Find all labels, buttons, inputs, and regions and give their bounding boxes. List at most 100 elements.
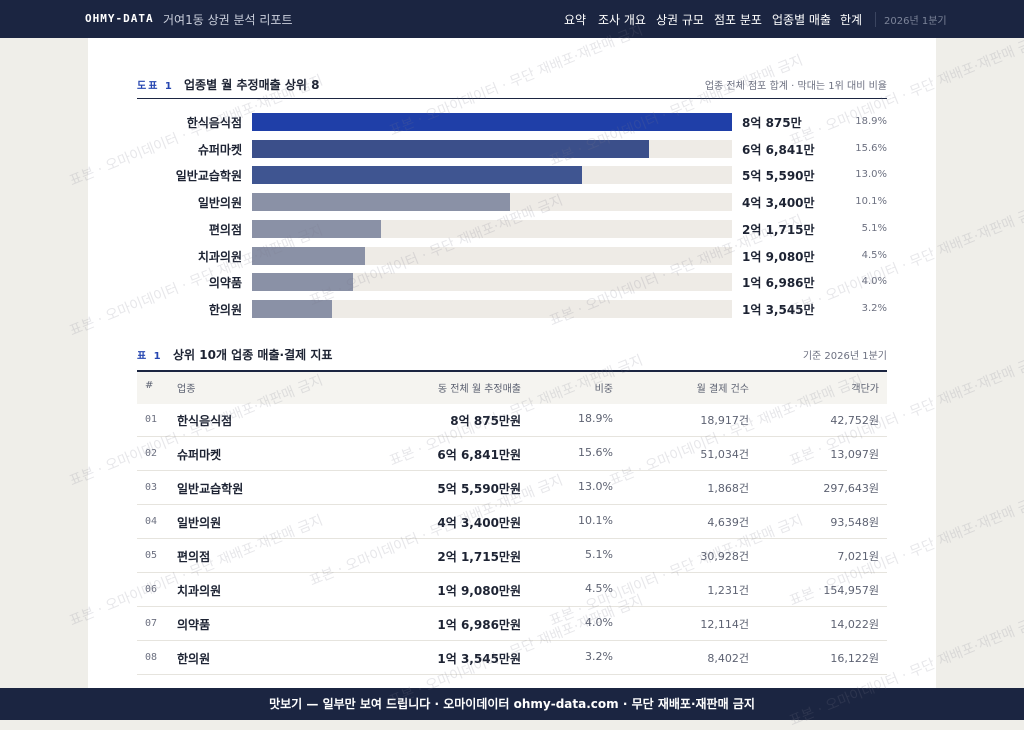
table-tag: 표 1 [137, 351, 163, 362]
table-cell: 03 [145, 482, 158, 493]
row-divider [137, 572, 887, 573]
table-cell: 일반교습학원 [177, 482, 244, 496]
table-cell: 1,231건 [707, 584, 749, 597]
bar-label: 치과의원 [197, 249, 242, 264]
table-header: 비중 [594, 384, 613, 395]
table-cell: 154,957원 [823, 584, 879, 597]
bar-track [252, 246, 732, 265]
table-cell: 30,928건 [700, 550, 749, 563]
figure-title: 업종별 월 추정매출 상위 8 [184, 78, 320, 92]
bar [252, 273, 353, 292]
table-cell: 5억 5,590만원 [437, 482, 521, 496]
table-cell: 2억 1,715만원 [437, 550, 521, 564]
table-cell: 02 [145, 448, 158, 459]
bar-value: 1억 9,080만 [742, 249, 815, 264]
table-head-bg [137, 370, 887, 404]
table-cell: 42,752원 [830, 414, 879, 427]
row-divider [137, 674, 887, 675]
bar-value: 6억 6,841만 [742, 142, 815, 157]
nav-link[interactable]: 조사 개요 [598, 13, 646, 27]
table-cell: 51,034건 [700, 448, 749, 461]
bar-value: 4억 3,400만 [742, 196, 815, 211]
table-cell: 297,643원 [823, 482, 879, 495]
table-header: 업종 [177, 384, 196, 395]
table-cell: 18.9% [578, 412, 613, 425]
bar [252, 166, 582, 185]
table-cell: 04 [145, 516, 158, 527]
bar [252, 113, 732, 131]
table-cell: 1억 3,545만원 [437, 652, 521, 666]
bar-label: 일반의원 [197, 196, 242, 211]
bar-share: 4.0% [861, 276, 887, 288]
table-cell: 7,021원 [837, 550, 879, 563]
bar [252, 219, 381, 238]
table-header: 동 전체 월 추정매출 [437, 384, 521, 395]
top-nav: OHMY-DATA 거여1동 상권 분석 리포트 요약 조사 개요 상권 규모 점포 분포… [0, 0, 1024, 38]
row-divider [137, 640, 887, 641]
row-divider [137, 470, 887, 471]
bar-label: 의약품 [208, 276, 242, 291]
table-cell: 한식음식점 [177, 414, 233, 428]
row-divider [137, 538, 887, 539]
bar-value: 2억 1,715만 [742, 222, 815, 237]
table-cell: 12,114건 [700, 618, 749, 631]
table-cell: 13,097원 [830, 448, 879, 461]
nav-link[interactable]: 상권 규모 [656, 13, 704, 27]
table-cell: 4.5% [585, 582, 613, 595]
table-cell: 4.0% [585, 616, 613, 629]
table-cell: 8,402건 [707, 652, 749, 665]
table-cell: 슈퍼마켓 [177, 448, 222, 462]
bar-share: 5.1% [861, 222, 887, 234]
table-cell: 08 [145, 652, 158, 663]
table-cell: 4,639건 [707, 516, 749, 529]
table-header: # [145, 380, 154, 391]
table-cell: 1,868건 [707, 482, 749, 495]
report-name: 거여1동 상권 분석 리포트 [163, 13, 293, 27]
table-cell: 18,917건 [700, 414, 749, 427]
table-cell: 13.0% [578, 480, 613, 493]
bar-label: 일반교습학원 [175, 169, 242, 184]
period: 2026년 1분기 [875, 12, 947, 27]
bar [252, 139, 649, 158]
table-cell: 편의점 [177, 550, 211, 564]
nav-link[interactable]: 업종별 매출 [772, 13, 832, 27]
bar [252, 246, 366, 265]
bar-value: 1억 6,986만 [742, 276, 815, 291]
bar-label: 편의점 [208, 222, 242, 237]
nav-link[interactable]: 한계 [840, 13, 863, 27]
bar [252, 193, 510, 212]
nav-link[interactable]: 점포 분포 [714, 13, 762, 27]
bar-share: 4.5% [861, 249, 887, 261]
table-cell: 10.1% [578, 514, 613, 527]
bar-share: 10.1% [855, 196, 887, 208]
table-title: 상위 10개 업종 매출·결제 지표 [173, 348, 333, 362]
bar-track [252, 273, 732, 292]
nav-link[interactable]: 요약 [564, 13, 587, 27]
row-divider [137, 504, 887, 505]
table-header: 월 결제 건수 [696, 384, 749, 395]
table-cell: 06 [145, 584, 158, 595]
row-divider [137, 436, 887, 437]
table-cell: 14,022원 [830, 618, 879, 631]
bar-value: 1억 3,545만 [742, 302, 815, 317]
bar-share: 13.0% [855, 169, 887, 181]
bar-share: 15.6% [855, 142, 887, 154]
table-cell: 3.2% [585, 650, 613, 663]
figure-tag: 도표 1 [137, 81, 174, 92]
table-header: 객단가 [851, 384, 879, 395]
row-divider [137, 606, 887, 607]
table-cell: 16,122원 [830, 652, 879, 665]
table-cell: 93,548원 [830, 516, 879, 529]
table-cell: 1억 6,986만원 [437, 618, 521, 632]
bar-label: 한식음식점 [186, 116, 242, 130]
bar-label: 한의원 [208, 302, 242, 317]
table-cell: 일반의원 [177, 516, 222, 530]
report-panel: 도표 1 업종별 월 추정매출 상위 8 업종 전체 점포 합계 · 막대는 1위 … [88, 38, 936, 688]
table-cell: 07 [145, 618, 158, 629]
table-cell: 5.1% [585, 548, 613, 561]
bar-value: 8억 875만 [742, 116, 802, 130]
rule [137, 98, 887, 99]
table-note: 기준 2026년 1분기 [802, 351, 887, 362]
figure-note: 업종 전체 점포 합계 · 막대는 1위 대비 비율 [704, 81, 887, 92]
brand: OHMY-DATA [85, 12, 154, 25]
